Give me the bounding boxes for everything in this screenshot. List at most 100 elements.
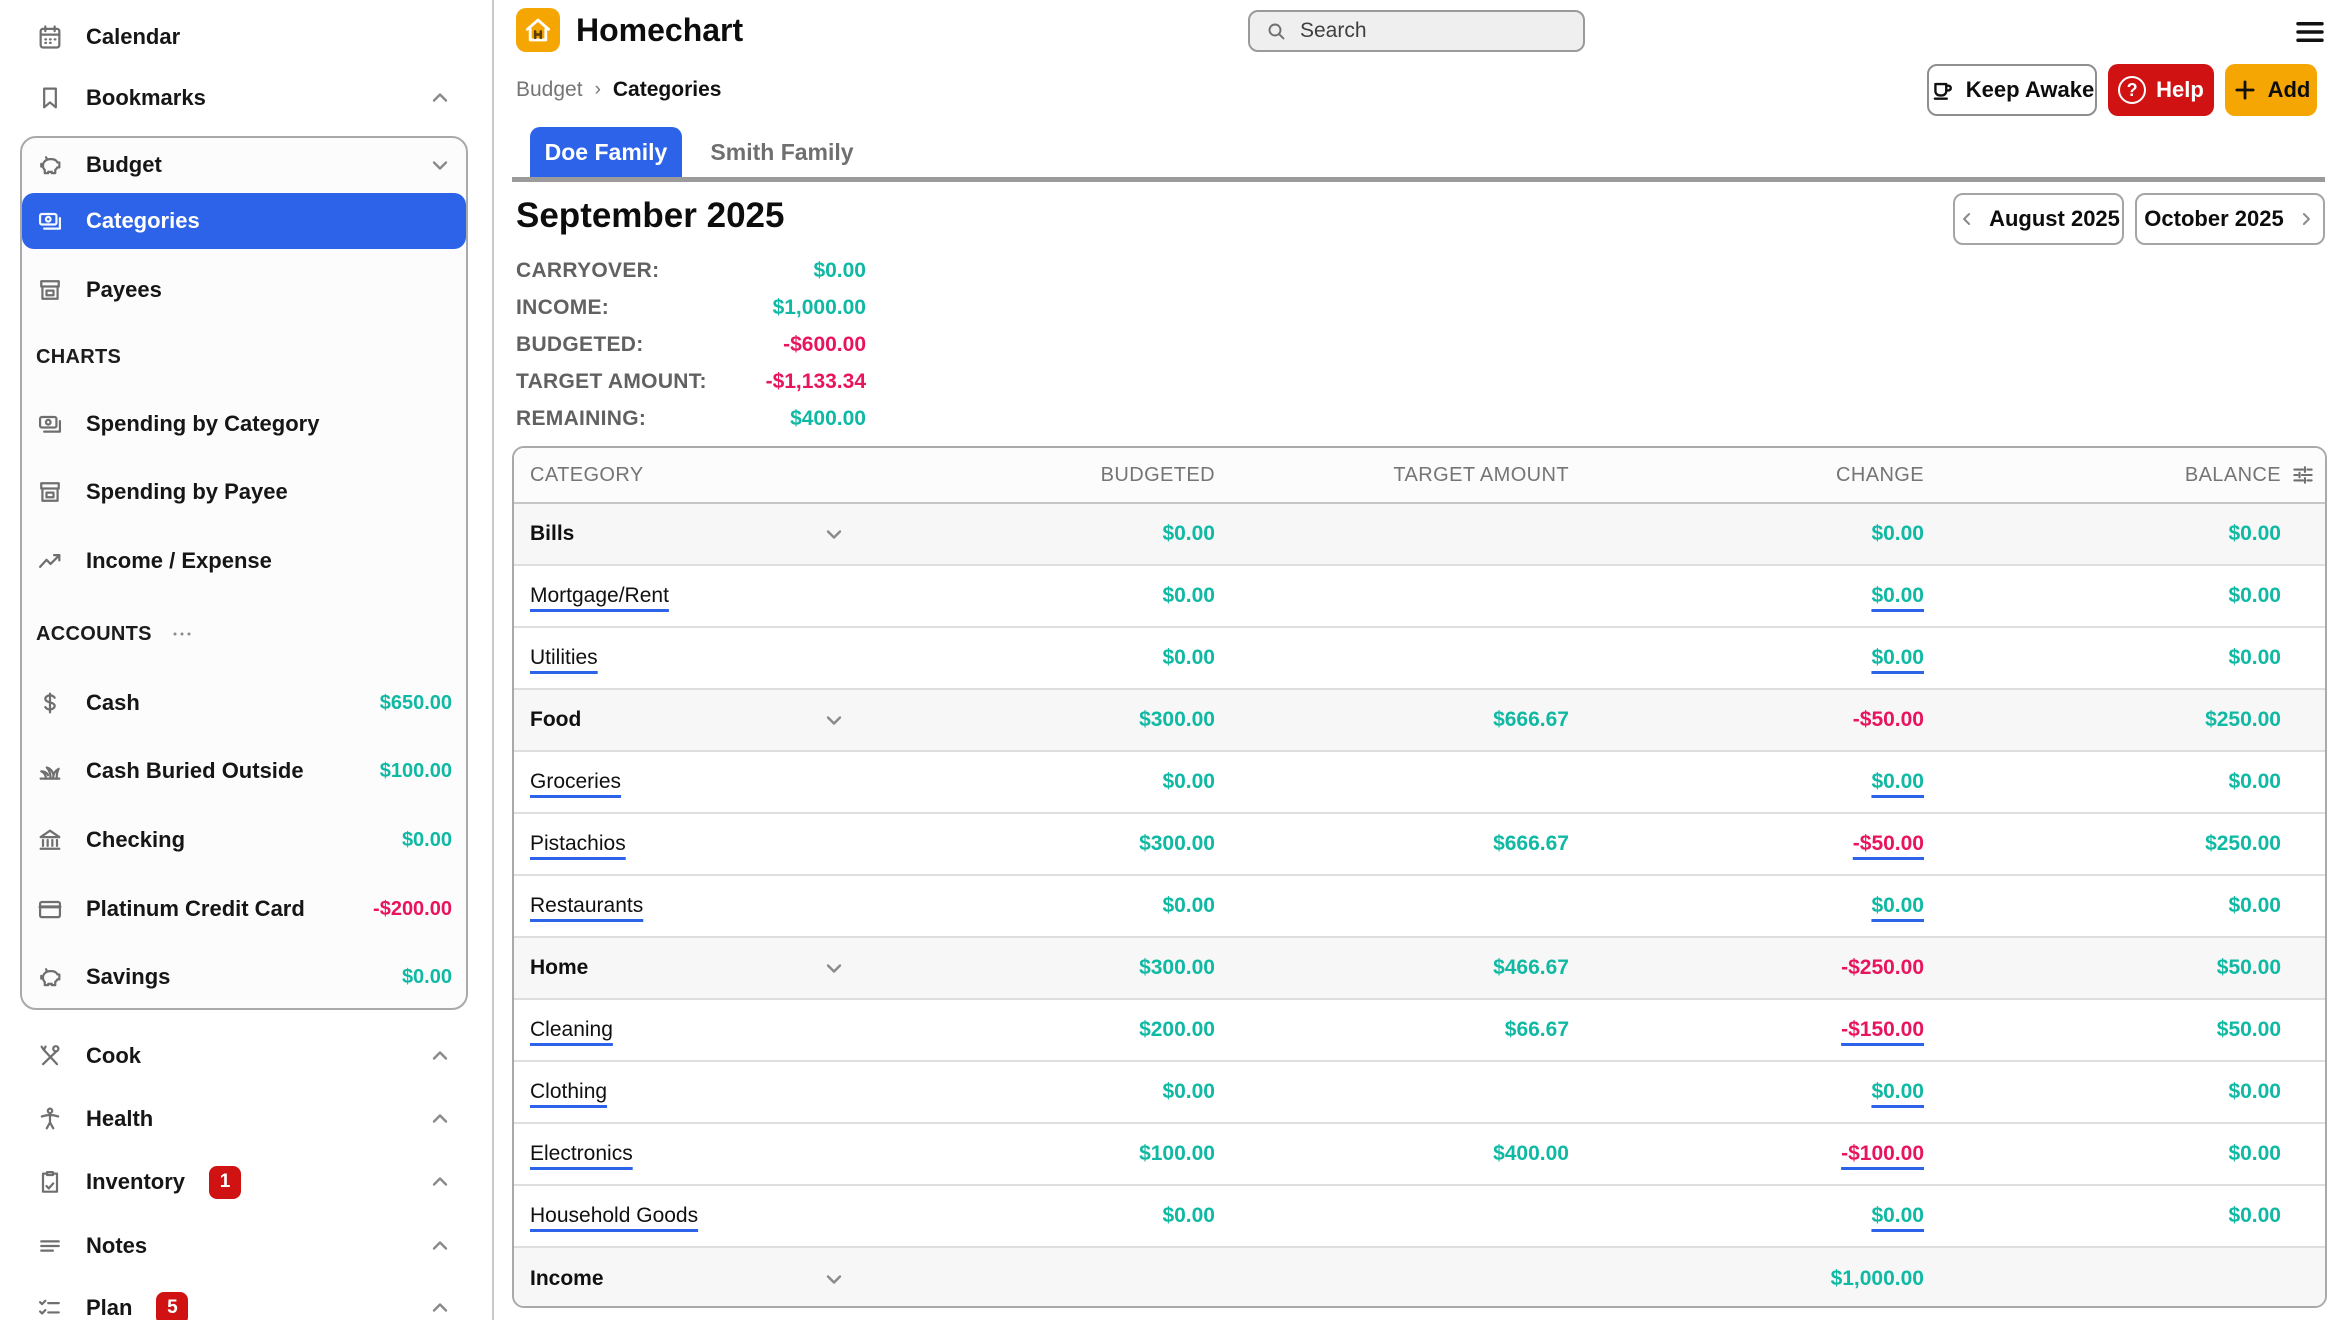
sidebar-item-plan[interactable]: Plan 5 — [22, 1277, 466, 1320]
menu-icon[interactable] — [2290, 12, 2330, 52]
summary-row-carryover: CARRYOVER: $0.00 — [516, 256, 866, 286]
table-row: Electronics $100.00 $400.00 -$100.00 $0.… — [514, 1124, 2325, 1186]
checklist-icon — [36, 1294, 64, 1320]
sidebar-item-label: Spending by Category — [86, 411, 320, 436]
sidebar-item-account-checking[interactable]: Checking $0.00 — [22, 809, 466, 871]
chevron-up-icon[interactable] — [428, 1296, 452, 1320]
column-target-amount[interactable]: TARGET AMOUNT — [1393, 463, 1569, 486]
sidebar-item-budget[interactable]: Budget — [22, 134, 466, 196]
sidebar: Calendar Bookmarks Budget Categories Pay… — [0, 0, 494, 1320]
sidebar-item-label: Spending by Payee — [86, 479, 288, 504]
column-change[interactable]: CHANGE — [1836, 463, 1924, 486]
add-button[interactable]: Add — [2225, 64, 2317, 116]
table-row: Mortgage/Rent $0.00 $0.00 $0.00 — [514, 566, 2325, 628]
category-link[interactable]: Electronics — [530, 1142, 633, 1165]
category-link[interactable]: Groceries — [530, 770, 622, 793]
balance-value: $0.00 — [2228, 1080, 2281, 1103]
chevron-up-icon[interactable] — [428, 1234, 452, 1258]
change-value: $0.00 — [1871, 522, 1924, 545]
budgeted-value: $0.00 — [1162, 770, 1215, 793]
sidebar-item-inventory[interactable]: Inventory 1 — [22, 1151, 466, 1213]
category-name[interactable]: Home — [530, 956, 589, 979]
chevron-up-icon[interactable] — [428, 1107, 452, 1131]
sidebar-item-label: Health — [86, 1106, 154, 1131]
change-link[interactable]: $0.00 — [1871, 1204, 1924, 1227]
sidebar-item-account-cash[interactable]: Cash $650.00 — [22, 672, 466, 734]
change-link[interactable]: -$100.00 — [1841, 1142, 1924, 1165]
summary-row-target-amount: TARGET AMOUNT: -$1,133.34 — [516, 367, 866, 397]
sidebar-item-income-expense[interactable]: Income / Expense — [22, 530, 466, 592]
category-link[interactable]: Cleaning — [530, 1018, 613, 1041]
chevron-down-icon[interactable] — [822, 708, 846, 732]
breadcrumb: Budget › Categories — [516, 76, 721, 104]
next-month-button[interactable]: October 2025 — [2135, 193, 2325, 245]
table-row: Income $1,000.00 — [514, 1248, 2325, 1306]
category-link[interactable]: Clothing — [530, 1080, 608, 1103]
change-link[interactable]: $0.00 — [1871, 646, 1924, 669]
category-link[interactable]: Mortgage/Rent — [530, 584, 669, 607]
category-link[interactable]: Pistachios — [530, 832, 626, 855]
column-budgeted[interactable]: BUDGETED — [1100, 463, 1215, 486]
app-title: Homechart — [576, 12, 744, 48]
sidebar-item-notes[interactable]: Notes — [22, 1215, 466, 1277]
category-name[interactable]: Income — [530, 1267, 604, 1290]
chevron-up-icon[interactable] — [428, 1044, 452, 1068]
previous-month-button[interactable]: August 2025 — [1953, 193, 2124, 245]
balance-value: $250.00 — [2205, 708, 2281, 731]
balance-value: $250.00 — [2205, 832, 2281, 855]
plan-count-badge: 5 — [156, 1291, 189, 1320]
chevron-right-icon: › — [594, 79, 601, 100]
sidebar-item-account-savings[interactable]: Savings $0.00 — [22, 946, 466, 1008]
keep-awake-label: Keep Awake — [1965, 77, 2095, 102]
chevron-down-icon[interactable] — [428, 153, 452, 177]
change-link[interactable]: $0.00 — [1871, 584, 1924, 607]
change-link[interactable]: -$50.00 — [1852, 832, 1924, 855]
summary-row-remaining: REMAINING: $400.00 — [516, 404, 866, 434]
homechart-logo — [516, 8, 560, 52]
category-name[interactable]: Bills — [530, 522, 575, 545]
change-link[interactable]: $0.00 — [1871, 1080, 1924, 1103]
target-value: $466.67 — [1493, 956, 1569, 979]
change-link[interactable]: $0.00 — [1871, 770, 1924, 793]
filter-columns-icon[interactable] — [2281, 462, 2325, 488]
storefront-icon — [36, 478, 64, 506]
chevron-up-icon[interactable] — [428, 86, 452, 110]
category-link[interactable]: Restaurants — [530, 894, 644, 917]
budget-group-box — [20, 136, 468, 1010]
sidebar-item-spending-by-payee[interactable]: Spending by Payee — [22, 461, 466, 523]
ellipsis-icon[interactable] — [170, 622, 194, 646]
tab-smith-family[interactable]: Smith Family — [710, 138, 854, 165]
search-input[interactable]: Search — [1248, 10, 1585, 52]
change-link[interactable]: $0.00 — [1871, 894, 1924, 917]
chevron-down-icon[interactable] — [822, 956, 846, 980]
category-link[interactable]: Household Goods — [530, 1204, 699, 1227]
help-button[interactable]: ? Help — [2108, 64, 2214, 116]
table-row: Household Goods $0.00 $0.00 $0.00 — [514, 1186, 2325, 1248]
sidebar-item-bookmarks[interactable]: Bookmarks — [22, 67, 466, 129]
column-balance[interactable]: BALANCE — [2184, 463, 2281, 486]
tab-doe-family[interactable]: Doe Family — [530, 127, 682, 177]
category-name[interactable]: Food — [530, 708, 582, 731]
sidebar-item-cook[interactable]: Cook — [22, 1025, 466, 1087]
sidebar-item-payees[interactable]: Payees — [22, 259, 466, 321]
keep-awake-button[interactable]: Keep Awake — [1927, 64, 2097, 116]
main-content: Homechart Search Budget › Categories Kee… — [494, 0, 2347, 1320]
chevron-down-icon[interactable] — [822, 522, 846, 546]
category-link[interactable]: Utilities — [530, 646, 598, 669]
chevron-up-icon[interactable] — [428, 1170, 452, 1194]
summary-label: BUDGETED: — [516, 333, 644, 356]
summary-value: -$600.00 — [783, 333, 866, 356]
sidebar-item-calendar[interactable]: Calendar — [22, 6, 466, 68]
breadcrumb-budget[interactable]: Budget — [516, 78, 583, 101]
sidebar-item-categories[interactable]: Categories — [22, 193, 466, 249]
column-category[interactable]: CATEGORY — [530, 463, 644, 486]
sidebar-item-account-platinum-credit-card[interactable]: Platinum Credit Card -$200.00 — [22, 878, 466, 940]
change-link[interactable]: -$150.00 — [1841, 1018, 1924, 1041]
chevron-down-icon[interactable] — [822, 1267, 846, 1291]
sidebar-item-health[interactable]: Health — [22, 1088, 466, 1150]
target-value: $66.67 — [1504, 1018, 1569, 1041]
cash-icon — [36, 207, 64, 235]
sidebar-item-account-cash-buried-outside[interactable]: Cash Buried Outside $100.00 — [22, 740, 466, 802]
sidebar-item-spending-by-category[interactable]: Spending by Category — [22, 393, 466, 455]
coffee-icon — [1930, 77, 1956, 103]
